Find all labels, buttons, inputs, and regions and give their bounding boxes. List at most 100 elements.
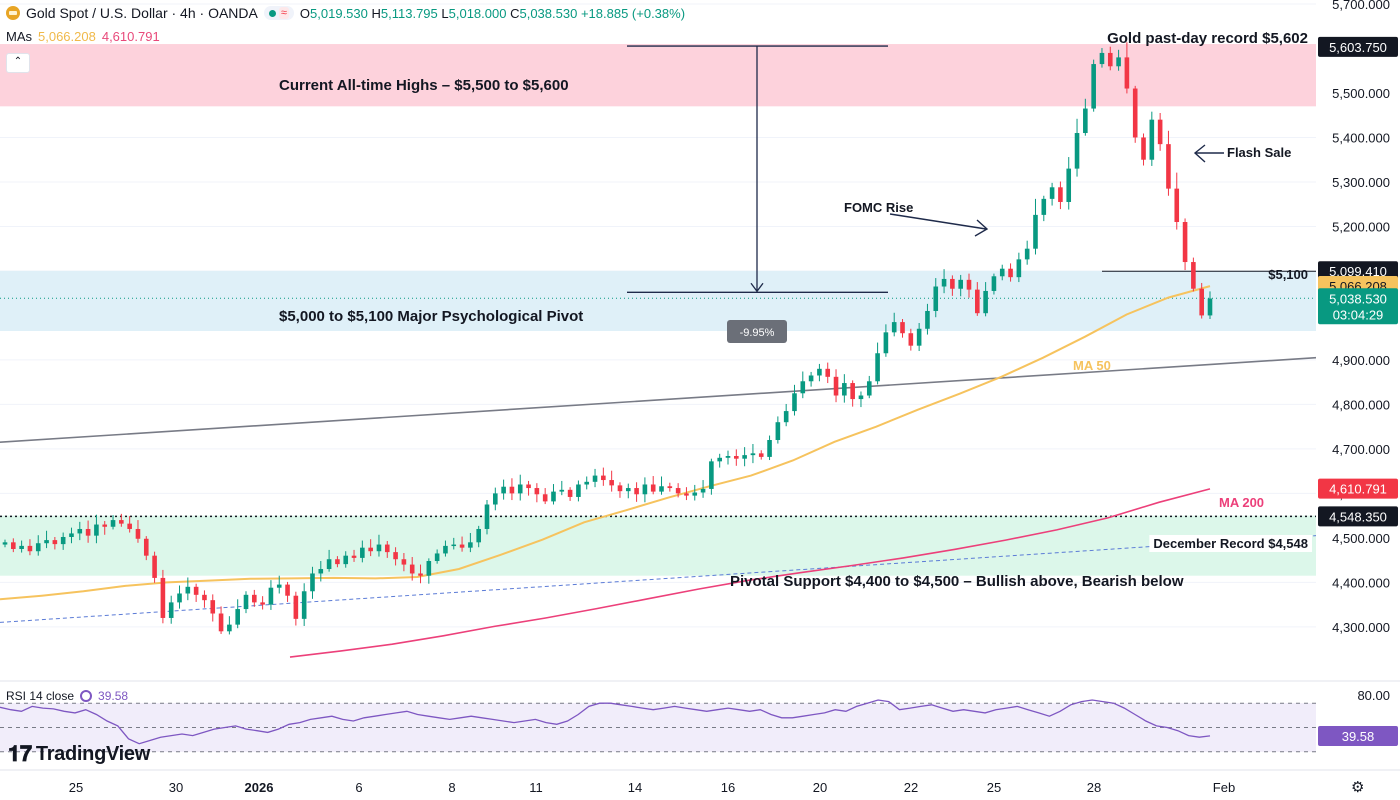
candle-body-77 bbox=[642, 484, 648, 495]
candle-body-80 bbox=[667, 486, 673, 489]
rsi-label: RSI 14 close bbox=[6, 689, 75, 703]
zone-label-psych-pivot: $5,000 to $5,100 Major Psychological Piv… bbox=[279, 308, 583, 325]
candle-body-27 bbox=[227, 624, 232, 632]
fomc-arrow-shaft bbox=[889, 213, 987, 230]
delay-icon: ≈ bbox=[278, 7, 289, 19]
candle-body-0 bbox=[2, 542, 8, 545]
zone-all-time-highs bbox=[0, 44, 1316, 107]
tradingview-logo[interactable]: 𝟏𝟕 TradingView bbox=[8, 741, 151, 766]
candle-body-87 bbox=[725, 456, 731, 458]
candle-body-34 bbox=[285, 584, 290, 596]
candle-body-2 bbox=[19, 545, 24, 549]
candle-body-114 bbox=[950, 278, 955, 289]
time-label-9: 22 bbox=[904, 780, 918, 795]
candle-body-13 bbox=[110, 520, 116, 527]
candle-body-74 bbox=[617, 485, 623, 492]
candle-body-47 bbox=[393, 552, 398, 560]
candle-body-30 bbox=[252, 594, 257, 603]
candle-body-86 bbox=[717, 457, 722, 462]
candle-body-81 bbox=[675, 488, 681, 494]
candle-body-22 bbox=[185, 586, 191, 594]
candle-body-41 bbox=[343, 555, 349, 565]
candle-body-115 bbox=[958, 279, 963, 289]
candle-body-72 bbox=[601, 475, 606, 481]
settings-gear-icon[interactable]: ⚙ bbox=[1351, 779, 1365, 796]
time-label-4: 8 bbox=[448, 780, 455, 795]
price-axis-bg bbox=[1316, 0, 1400, 770]
candle-body-43 bbox=[360, 547, 365, 558]
fomc-arrow-head bbox=[974, 219, 989, 237]
annotation-flash-sale: Flash Sale bbox=[1227, 145, 1291, 160]
candle-body-29 bbox=[243, 594, 249, 610]
candle-body-76 bbox=[634, 488, 639, 495]
candle-body-31 bbox=[260, 602, 265, 605]
time-label-2: 2026 bbox=[245, 780, 274, 795]
candle-body-134 bbox=[1116, 57, 1121, 67]
candle-body-40 bbox=[335, 559, 340, 565]
annotation-measure-pct: -9.95% bbox=[740, 327, 775, 339]
annotation-ma200-label: MA 200 bbox=[1219, 495, 1264, 510]
price-tick-4: 4,700.000 bbox=[1332, 442, 1390, 457]
symbol-title[interactable]: Gold Spot / U.S. Dollar · 4h · OANDA bbox=[26, 5, 258, 21]
candle-body-132 bbox=[1099, 52, 1105, 65]
zone-label-pivotal-support: Pivotal Support $4,400 to $4,500 – Bulli… bbox=[730, 573, 1184, 590]
price-tick-2: 4,500.000 bbox=[1332, 531, 1390, 546]
candle-body-118 bbox=[983, 290, 988, 314]
candle-body-133 bbox=[1107, 52, 1113, 67]
price-tick-10: 5,300.000 bbox=[1332, 175, 1390, 190]
candle-body-3 bbox=[27, 545, 33, 552]
ascending-trendline bbox=[0, 356, 1317, 444]
rsi-tag: 39.58 bbox=[1342, 729, 1375, 744]
ohlc-values: O5,019.530 H5,113.795 L5,018.000 C5,038.… bbox=[299, 5, 686, 21]
candle-body-63 bbox=[526, 484, 531, 489]
candle-body-104 bbox=[866, 381, 872, 396]
time-label-10: 25 bbox=[987, 780, 1001, 795]
time-label-5: 11 bbox=[529, 780, 543, 795]
candle-body-37 bbox=[310, 573, 315, 592]
time-label-3: 6 bbox=[355, 780, 362, 795]
candle-body-48 bbox=[401, 559, 407, 565]
candle-body-105 bbox=[875, 353, 880, 382]
annotation-gold-record: Gold past-day record $5,602 bbox=[1107, 30, 1308, 47]
candle-body-9 bbox=[77, 528, 83, 534]
collapse-legend-button[interactable]: ⌃ bbox=[6, 53, 30, 73]
price-tag-bg-5 bbox=[1318, 506, 1398, 527]
candle-body-119 bbox=[991, 276, 997, 291]
candle-body-15 bbox=[127, 523, 132, 529]
candle-body-85 bbox=[709, 461, 714, 489]
rsi-value: 39.58 bbox=[98, 689, 129, 703]
candle-body-145 bbox=[1207, 298, 1213, 316]
price-tick-14: 5,700.000 bbox=[1332, 0, 1390, 12]
candle-body-106 bbox=[883, 332, 889, 354]
candle-body-94 bbox=[783, 411, 789, 423]
candle-body-139 bbox=[1157, 119, 1163, 145]
candle-body-65 bbox=[542, 494, 548, 502]
candle-body-108 bbox=[900, 322, 905, 334]
candle-body-1 bbox=[11, 542, 16, 549]
chart-header: Gold Spot / U.S. Dollar · 4h · OANDA ≈ O… bbox=[6, 5, 685, 21]
candle-body-91 bbox=[758, 453, 764, 457]
candle-body-59 bbox=[493, 493, 498, 505]
candle-body-57 bbox=[476, 528, 481, 543]
candle-body-10 bbox=[85, 528, 91, 536]
ma200-line bbox=[289, 488, 1211, 658]
ma50-line bbox=[0, 285, 1211, 601]
candle-body-92 bbox=[767, 440, 772, 457]
candle-body-83 bbox=[692, 492, 698, 496]
annotation-ma50-label: MA 50 bbox=[1073, 358, 1111, 373]
candle-body-60 bbox=[501, 486, 506, 494]
candle-body-79 bbox=[659, 486, 664, 492]
rsi-legend[interactable]: RSI 14 close 39.58 bbox=[6, 689, 128, 703]
ma-legend[interactable]: MAs 5,066.208 4,610.791 bbox=[6, 29, 160, 44]
price-tick-6: 4,900.000 bbox=[1332, 353, 1390, 368]
candle-body-135 bbox=[1124, 57, 1130, 89]
candle-body-17 bbox=[143, 538, 149, 556]
price-tag-bg-4 bbox=[1318, 478, 1398, 499]
candle-body-49 bbox=[409, 564, 415, 574]
candle-body-124 bbox=[1033, 214, 1038, 249]
candle-body-102 bbox=[850, 383, 855, 400]
candle-body-32 bbox=[268, 587, 274, 605]
candle-body-18 bbox=[152, 555, 157, 578]
market-status-pill[interactable]: ≈ bbox=[263, 6, 294, 20]
